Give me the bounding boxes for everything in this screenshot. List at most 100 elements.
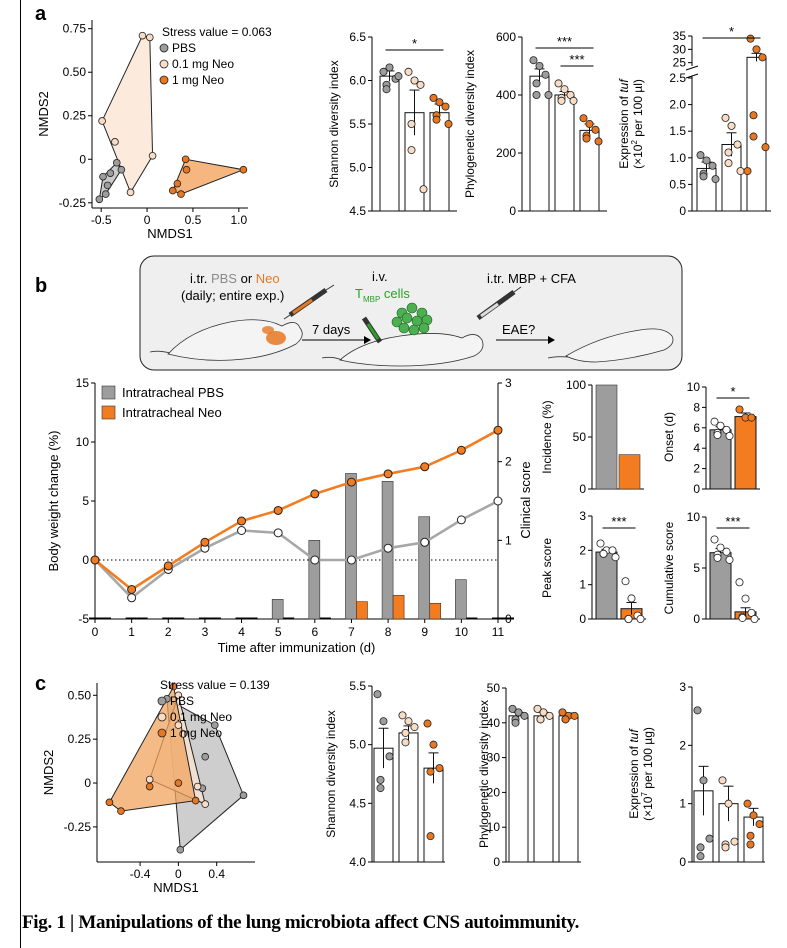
data-point	[747, 413, 756, 422]
y-tick-label: 100	[566, 378, 586, 392]
data-point	[725, 431, 734, 440]
y-axis-label: Shannon diversity index	[324, 710, 338, 837]
point-neo	[127, 585, 137, 594]
y-tick-label: 50	[487, 681, 501, 695]
y-tick-label: 600	[496, 30, 516, 44]
significance-label: ***	[557, 34, 572, 49]
y-tick-label: 0	[84, 776, 91, 790]
data-point	[174, 691, 183, 700]
nmds-plot-a_nmds: -0.25 0 0.25 0.50 0.75 -0.5 0 0.5 1.0 NMDS1 NMDS2 S…	[36, 20, 272, 241]
point-pbs	[420, 537, 430, 547]
figure-caption: Fig. 1 | Manipulations of the lung micro…	[22, 912, 580, 933]
y-tick-label: 40	[487, 716, 501, 730]
y-tick-label: 1.5	[669, 124, 686, 138]
data-point	[557, 96, 566, 105]
stress-title: Stress value = 0.063	[162, 25, 272, 39]
y-tick-label: 10	[487, 820, 501, 834]
data-point	[735, 578, 744, 587]
y-axis-label: Peak score	[540, 538, 554, 598]
data-point	[724, 148, 733, 157]
y-tick-label: 0	[579, 482, 586, 496]
bar-chart-a_pd: 0 200 400 600 *** *** Phylogenetic diversity i…	[463, 30, 607, 218]
y-axis-label: Phylogenetic diversity index	[477, 700, 491, 848]
point-pbs	[346, 555, 356, 565]
y-tick-label: 1	[679, 797, 686, 811]
point-neo	[90, 555, 100, 565]
data-point	[239, 791, 248, 800]
data-point	[716, 543, 725, 552]
data-point	[627, 594, 636, 603]
bar	[508, 715, 529, 863]
legend-marker	[157, 728, 167, 738]
data-point	[145, 775, 154, 784]
bar-chart-b_incidence: 0 50 100 Incidence (%)	[540, 378, 644, 496]
point-pbs	[237, 526, 247, 535]
y-tick-label: 0	[493, 855, 500, 869]
y-tick-label: 30	[673, 42, 687, 56]
data-point	[410, 723, 419, 732]
data-point	[169, 682, 178, 691]
bar-chart-c_shannon: 4.0 4.5 5.0 5.5 Shannon diversity index	[324, 679, 445, 869]
y-tick-label: 0	[79, 152, 86, 166]
x-tick-label: 7	[348, 625, 355, 639]
data-point	[179, 730, 187, 738]
y-tick-label: 0.50	[63, 65, 87, 79]
bar-chart-c_pd: 0 10 20 30 40 50 Phylogenetic diversity index	[477, 681, 581, 869]
label-part: tuf	[627, 728, 641, 743]
data-point	[743, 799, 752, 808]
y-tick-label: 15	[76, 376, 90, 390]
y-tick-label: 10	[687, 510, 701, 524]
bar	[429, 112, 450, 212]
bar	[595, 384, 618, 490]
data-point	[382, 85, 391, 94]
data-point	[426, 832, 435, 841]
data-point	[569, 96, 578, 105]
bar-chart-a_shannon: 4.5 5.0 5.5 6.0 6.5 * Shannon diversity index	[327, 30, 457, 218]
data-point	[724, 159, 733, 168]
data-point	[407, 146, 416, 155]
line-pbs	[94, 499, 499, 600]
data-point	[608, 546, 617, 555]
y-axis-label: Cumulative score	[662, 521, 676, 614]
data-point	[410, 76, 419, 85]
y-tick-label: 6.5	[349, 30, 366, 44]
data-point	[429, 93, 438, 102]
data-point	[755, 820, 764, 829]
bar	[734, 416, 757, 490]
x-tick-label: 0.4	[208, 867, 225, 881]
data-point	[733, 140, 742, 149]
x-tick-label: 1	[128, 625, 135, 639]
x-tick-label: 6	[311, 625, 318, 639]
bar-chart-b_peak: 0 1 2 3 *** Peak score	[540, 509, 646, 626]
point-pbs	[127, 593, 137, 603]
x-tick-label: 4	[238, 625, 245, 639]
schematic-step2-line1: i.v.	[372, 269, 388, 284]
y-tick-label: -5	[78, 612, 89, 626]
y-axis-label: Phylogenetic diversity index	[463, 50, 477, 198]
bar	[533, 715, 554, 863]
y-axis-label: Body weight change (%)	[46, 431, 61, 572]
data-point	[624, 615, 633, 624]
cell-cluster-icon	[391, 302, 433, 336]
legend-label: PBS	[170, 694, 194, 708]
point-pbs	[456, 515, 466, 525]
legend-marker	[159, 75, 169, 85]
y-tick-label: 0.25	[63, 109, 87, 123]
data-point	[722, 547, 731, 556]
data-point	[535, 62, 544, 71]
point-neo	[237, 516, 247, 526]
data-point	[741, 594, 750, 603]
y-tick-label: 0	[679, 855, 686, 869]
y-tick-label: 8	[693, 400, 700, 414]
data-point	[117, 165, 126, 174]
bar-neo	[429, 602, 442, 620]
y-tick-label: 4.5	[349, 204, 366, 218]
y-tick-label: 0.50	[68, 688, 92, 702]
bar-pbs	[345, 473, 357, 620]
label-part: tuf	[617, 78, 631, 93]
data-point	[710, 535, 719, 544]
y-tick-label: 0	[579, 612, 586, 626]
data-point	[239, 165, 248, 174]
data-point	[710, 417, 719, 426]
